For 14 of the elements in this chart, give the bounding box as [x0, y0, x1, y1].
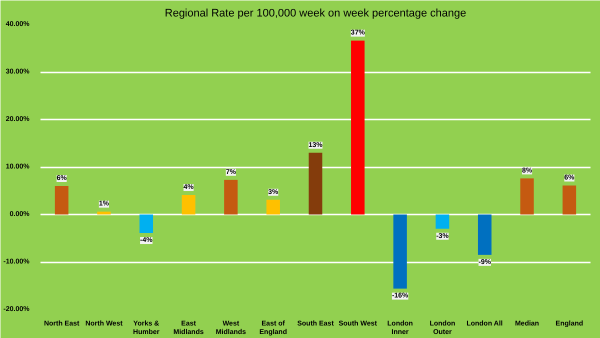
- chart-title: Regional Rate per 100,000 week on week percentage change: [164, 8, 466, 20]
- bar: [182, 195, 196, 214]
- bar: [436, 214, 450, 229]
- bar: [308, 152, 322, 214]
- bar: [224, 180, 238, 214]
- bar: [520, 178, 534, 214]
- bar: [97, 212, 111, 214]
- bar: [140, 214, 154, 234]
- bar: [478, 214, 492, 255]
- bar: [393, 214, 407, 289]
- bar: [351, 40, 365, 214]
- bar: [266, 200, 280, 214]
- bar: [562, 186, 576, 214]
- bar: [54, 186, 68, 214]
